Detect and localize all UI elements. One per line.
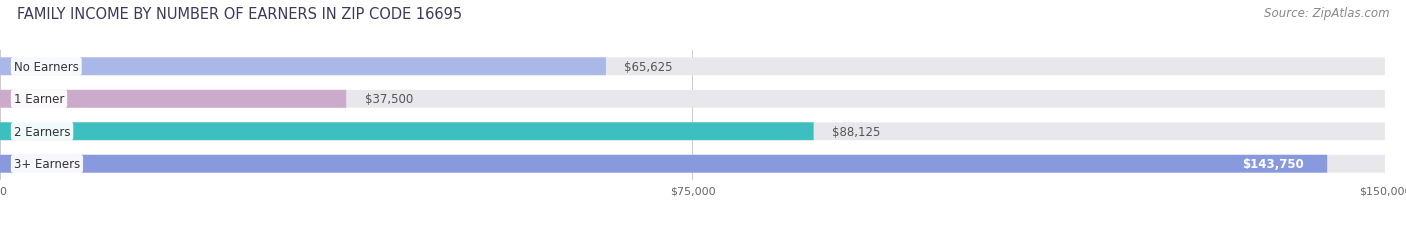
- FancyBboxPatch shape: [0, 90, 346, 108]
- Text: No Earners: No Earners: [14, 61, 79, 73]
- FancyBboxPatch shape: [0, 155, 1385, 173]
- Text: $37,500: $37,500: [364, 93, 413, 106]
- Text: FAMILY INCOME BY NUMBER OF EARNERS IN ZIP CODE 16695: FAMILY INCOME BY NUMBER OF EARNERS IN ZI…: [17, 7, 463, 22]
- Text: $143,750: $143,750: [1243, 158, 1305, 170]
- Text: 1 Earner: 1 Earner: [14, 93, 65, 106]
- Text: $65,625: $65,625: [624, 61, 673, 73]
- FancyBboxPatch shape: [0, 58, 606, 76]
- FancyBboxPatch shape: [0, 90, 1385, 108]
- Text: Source: ZipAtlas.com: Source: ZipAtlas.com: [1264, 7, 1389, 20]
- Text: 2 Earners: 2 Earners: [14, 125, 70, 138]
- FancyBboxPatch shape: [0, 123, 1385, 140]
- Text: 3+ Earners: 3+ Earners: [14, 158, 80, 170]
- FancyBboxPatch shape: [0, 123, 814, 140]
- FancyBboxPatch shape: [0, 155, 1327, 173]
- Text: $88,125: $88,125: [832, 125, 880, 138]
- FancyBboxPatch shape: [0, 58, 1385, 76]
